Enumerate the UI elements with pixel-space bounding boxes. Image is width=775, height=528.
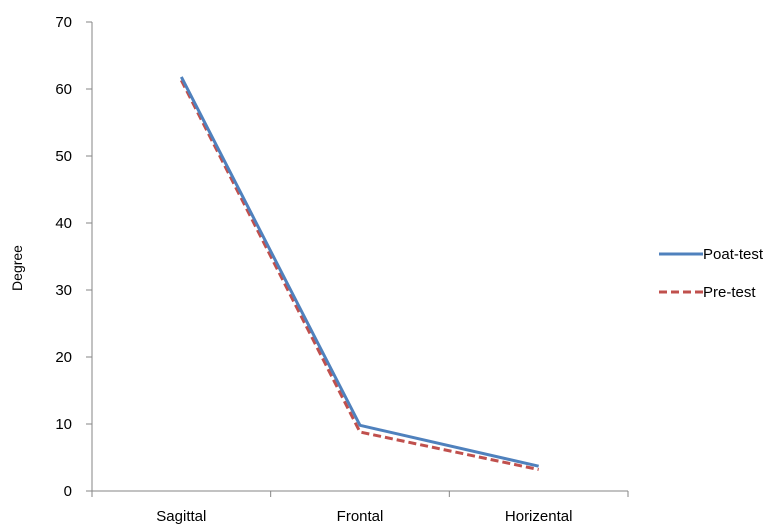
y-axis-title: Degree (9, 245, 25, 291)
x-axis: Sagittal Frontal Horizental (91, 490, 629, 525)
x-tick-label: Sagittal (156, 508, 206, 525)
y-tick-label: 20 (55, 349, 72, 366)
x-tick-label: Frontal (337, 508, 384, 525)
y-tick-label: 30 (55, 282, 72, 299)
y-tick-label: 10 (55, 416, 72, 433)
y-axis: 0 10 20 30 40 50 60 70 (55, 14, 93, 500)
series-line-poat-test (179, 76, 540, 468)
y-tick-label: 0 (64, 483, 72, 500)
series-line-pre-test (179, 79, 539, 472)
y-tick-label: 60 (55, 81, 72, 98)
legend-label: Pre-test (703, 284, 756, 301)
series-layer (179, 76, 540, 472)
y-tick-label: 50 (55, 148, 72, 165)
x-tick-label: Horizental (505, 508, 573, 525)
y-tick-label: 70 (55, 14, 72, 31)
legend-label: Poat-test (703, 246, 764, 263)
y-tick-label: 40 (55, 215, 72, 232)
legend: Poat-test Pre-test (659, 246, 764, 301)
